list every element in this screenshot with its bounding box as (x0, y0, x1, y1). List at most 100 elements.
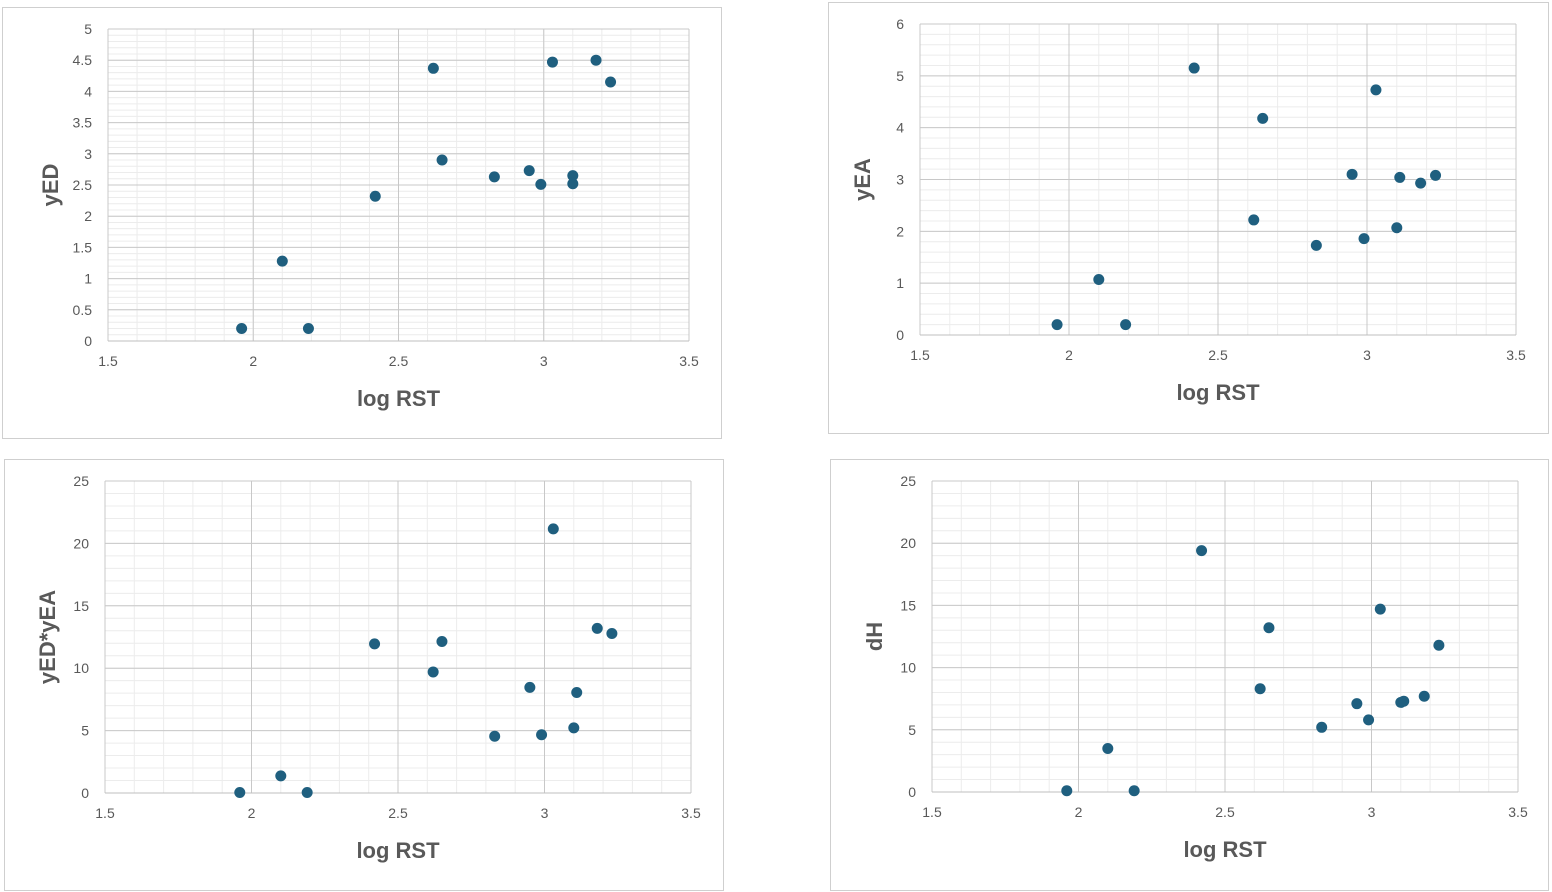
data-point (546, 56, 558, 68)
data-point (276, 255, 288, 267)
y-axis-title: dH (862, 622, 887, 651)
data-point (1391, 222, 1403, 234)
grid (919, 23, 1517, 336)
data-point (1102, 742, 1114, 754)
y-tick-label: 10 (73, 660, 89, 676)
x-tick-label: 1.5 (922, 804, 942, 820)
y-tick-label: 0.5 (73, 302, 93, 318)
y-tick-label: 20 (900, 535, 916, 551)
y-tick-label: 0 (84, 333, 92, 349)
data-point (1051, 319, 1063, 331)
x-tick-label: 1.5 (910, 347, 930, 363)
data-point (1415, 177, 1427, 189)
y-tick-label: 3 (84, 146, 92, 162)
grid (104, 480, 692, 794)
chart-dh: 1.5 2 2.5 3 3.5 0 5 10 15 20 25 log RST dH (830, 459, 1549, 891)
chart-svg: 1.5 2 2.5 3 3.5 0 5 10 15 20 25 log RST yED*yEA (35, 473, 701, 863)
y-tick-label: 1 (84, 271, 92, 287)
data-point (567, 170, 579, 182)
data-point (1248, 214, 1260, 226)
data-point (1370, 84, 1382, 96)
data-point (369, 190, 381, 202)
y-tick-label: 2 (84, 208, 92, 224)
data-point (1061, 785, 1073, 797)
y-tick-label: 10 (900, 660, 916, 676)
chart-yed-yea: 1.5 2 2.5 3 3.5 0 5 10 15 20 25 log RST yED*yEA (4, 459, 724, 891)
data-point (536, 729, 548, 741)
y-tick-label: 5 (84, 21, 92, 37)
data-point (1351, 698, 1363, 710)
grid (931, 480, 1519, 793)
data-point (591, 622, 603, 634)
x-tick-label: 2.5 (1215, 804, 1235, 820)
x-tick-label: 3.5 (1506, 347, 1526, 363)
y-axis-title: yEA (850, 158, 875, 201)
data-point (369, 638, 381, 650)
x-tick-label: 2 (248, 805, 256, 821)
chart-svg: 1.5 2 2.5 3 3.5 0 0.5 1 1.5 2 2.5 3 3.5 4 4.5 5 log RST y… (38, 21, 699, 411)
data-point (1363, 714, 1375, 726)
data-point (1120, 319, 1132, 331)
x-tick-label: 3 (540, 353, 548, 369)
data-point (547, 523, 559, 535)
data-points (1051, 62, 1442, 331)
x-tick-label: 3 (1363, 347, 1371, 363)
data-point (1188, 62, 1200, 74)
data-point (301, 787, 313, 799)
data-point (436, 154, 448, 166)
data-point (567, 178, 579, 190)
y-tick-label: 3.5 (73, 115, 93, 131)
y-tick-label: 0 (896, 327, 904, 343)
chart-yed: 1.5 2 2.5 3 3.5 0 0.5 1 1.5 2 2.5 3 3.5 4 4.5 5 log RST y… (2, 7, 722, 439)
x-tick-label: 2 (1075, 804, 1083, 820)
y-tick-label: 4 (896, 120, 904, 136)
data-point (568, 722, 580, 734)
data-point (1418, 690, 1430, 702)
data-point (606, 628, 618, 640)
x-tick-label: 2 (1065, 347, 1073, 363)
data-point (1374, 603, 1386, 615)
data-points (236, 54, 617, 335)
x-axis-title: log RST (357, 386, 441, 411)
data-point (427, 666, 439, 678)
data-point (427, 62, 439, 74)
x-tick-label: 3.5 (681, 805, 701, 821)
x-tick-label: 1.5 (98, 353, 118, 369)
data-point (571, 687, 583, 699)
data-point (1346, 168, 1358, 180)
data-point (436, 635, 448, 647)
data-point (1358, 233, 1370, 245)
y-tick-label: 20 (73, 535, 89, 551)
data-points (234, 523, 618, 799)
data-point (523, 165, 535, 177)
x-tick-label: 3.5 (679, 353, 699, 369)
y-tick-label: 6 (896, 16, 904, 32)
y-tick-label: 4.5 (73, 52, 93, 68)
data-point (1257, 112, 1269, 124)
data-point (489, 730, 501, 742)
y-tick-label: 5 (896, 68, 904, 84)
data-point (535, 178, 547, 190)
data-point (1263, 622, 1275, 634)
data-point (488, 171, 500, 183)
x-tick-label: 1.5 (95, 805, 115, 821)
y-tick-label: 25 (900, 473, 916, 489)
data-point (1394, 171, 1406, 183)
y-tick-label: 15 (900, 597, 916, 613)
data-point (1093, 274, 1105, 286)
y-tick-label: 15 (73, 598, 89, 614)
x-tick-label: 2.5 (1208, 347, 1228, 363)
y-tick-label: 1.5 (73, 239, 93, 255)
data-point (605, 76, 617, 88)
data-point (236, 323, 248, 335)
y-tick-label: 3 (896, 172, 904, 188)
data-point (1433, 639, 1445, 651)
data-point (275, 770, 287, 782)
data-point (524, 681, 536, 693)
data-point (1128, 785, 1140, 797)
grid (107, 28, 690, 342)
data-point (1316, 721, 1328, 733)
y-tick-label: 0 (81, 785, 89, 801)
chart-svg: 1.5 2 2.5 3 3.5 0 5 10 15 20 25 log RST dH (862, 473, 1528, 862)
x-tick-label: 2.5 (389, 353, 409, 369)
